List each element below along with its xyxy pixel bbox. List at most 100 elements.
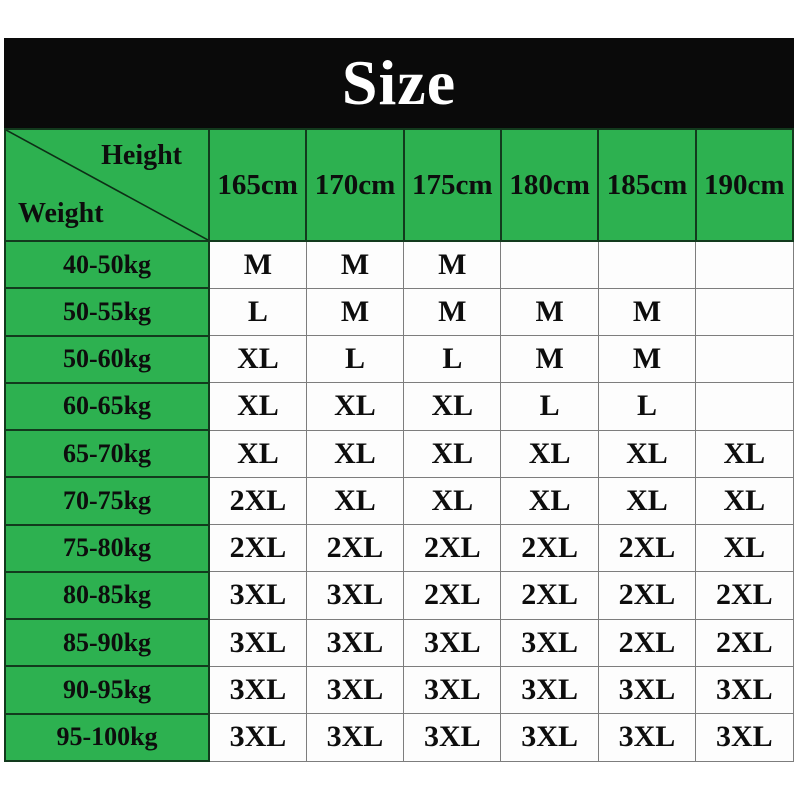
size-value-cell: XL bbox=[208, 382, 307, 431]
size-value-cell bbox=[695, 287, 794, 337]
size-table: Height Weight 165cm 170cm 175cm 180cm 18… bbox=[4, 128, 795, 763]
size-value-cell: M bbox=[305, 240, 405, 289]
table-row: 90-95kg 3XL 3XL 3XL 3XL 3XL 3XL bbox=[4, 665, 794, 715]
height-column-header: 175cm bbox=[402, 128, 502, 242]
table-body: 40-50kg M M M 50-55kg L M M M M 50-60kg XL L L M M 60-65… bbox=[4, 239, 794, 763]
size-value-cell: 2XL bbox=[403, 571, 502, 620]
size-value-cell: L bbox=[597, 382, 697, 431]
table-row: 40-50kg M M M bbox=[4, 239, 794, 290]
size-value-cell: 3XL bbox=[500, 618, 599, 667]
size-value-cell: 2XL bbox=[403, 524, 502, 573]
size-value-cell: XL bbox=[208, 335, 307, 384]
size-value-cell: L bbox=[208, 287, 307, 337]
size-value-cell: 3XL bbox=[305, 618, 405, 667]
weight-range-cell: 40-50kg bbox=[4, 239, 210, 290]
size-value-cell: 2XL bbox=[208, 524, 307, 573]
size-value-cell: XL bbox=[500, 476, 599, 526]
weight-range-cell: 80-85kg bbox=[4, 570, 210, 621]
size-value-cell: XL bbox=[305, 429, 405, 478]
height-column-header: 190cm bbox=[694, 128, 795, 242]
table-row: 50-60kg XL L L M M bbox=[4, 334, 794, 384]
weight-range-cell: 90-95kg bbox=[4, 665, 210, 715]
page-title: Size bbox=[341, 47, 457, 118]
size-value-cell: 3XL bbox=[500, 713, 599, 762]
size-value-cell: 2XL bbox=[695, 571, 794, 620]
size-value-cell: XL bbox=[597, 476, 697, 526]
size-value-cell: 3XL bbox=[403, 665, 502, 715]
weight-range-cell: 65-70kg bbox=[4, 429, 210, 479]
size-value-cell: 2XL bbox=[500, 571, 599, 620]
size-value-cell: 3XL bbox=[403, 618, 502, 667]
size-value-cell: L bbox=[403, 335, 502, 384]
weight-axis-label: Weight bbox=[18, 198, 104, 229]
size-value-cell: XL bbox=[403, 429, 502, 478]
weight-range-cell: 95-100kg bbox=[4, 712, 210, 763]
table-row: 60-65kg XL XL XL L L bbox=[4, 381, 794, 432]
size-value-cell: M bbox=[500, 335, 599, 384]
size-value-cell: 3XL bbox=[208, 665, 307, 715]
weight-range-cell: 85-90kg bbox=[4, 618, 210, 668]
weight-range-cell: 60-65kg bbox=[4, 381, 210, 432]
weight-range-cell: 75-80kg bbox=[4, 523, 210, 573]
size-value-cell: XL bbox=[695, 524, 794, 573]
height-column-header: 180cm bbox=[499, 128, 600, 242]
size-value-cell bbox=[500, 240, 599, 289]
size-value-cell: XL bbox=[695, 429, 794, 478]
size-value-cell bbox=[695, 382, 794, 431]
size-value-cell: L bbox=[500, 382, 599, 431]
size-value-cell: M bbox=[500, 287, 599, 337]
weight-range-cell: 50-55kg bbox=[4, 287, 210, 337]
size-value-cell: XL bbox=[305, 476, 405, 526]
size-value-cell: 2XL bbox=[597, 571, 697, 620]
size-value-cell: M bbox=[597, 287, 697, 337]
table-row: 70-75kg 2XL XL XL XL XL XL bbox=[4, 476, 794, 526]
size-value-cell: M bbox=[597, 335, 697, 384]
height-column-header: 185cm bbox=[597, 128, 697, 242]
size-value-cell: 3XL bbox=[305, 665, 405, 715]
weight-range-cell: 70-75kg bbox=[4, 476, 210, 526]
size-value-cell bbox=[695, 240, 794, 289]
table-row: 65-70kg XL XL XL XL XL XL bbox=[4, 429, 794, 479]
size-value-cell: XL bbox=[500, 429, 599, 478]
size-value-cell: 3XL bbox=[208, 713, 307, 762]
height-axis-label: Height bbox=[101, 140, 182, 171]
size-value-cell: 2XL bbox=[305, 524, 405, 573]
table-row: 95-100kg 3XL 3XL 3XL 3XL 3XL 3XL bbox=[4, 712, 794, 763]
table-row: 75-80kg 2XL 2XL 2XL 2XL 2XL XL bbox=[4, 523, 794, 573]
title-bar: Size bbox=[4, 38, 794, 128]
size-value-cell bbox=[597, 240, 697, 289]
size-value-cell bbox=[695, 335, 794, 384]
size-value-cell: 3XL bbox=[500, 665, 599, 715]
size-value-cell: XL bbox=[695, 476, 794, 526]
size-value-cell: M bbox=[305, 287, 405, 337]
size-value-cell: 2XL bbox=[597, 524, 697, 573]
header-row: Height Weight 165cm 170cm 175cm 180cm 18… bbox=[4, 128, 795, 242]
size-value-cell: 3XL bbox=[305, 713, 405, 762]
size-value-cell: 3XL bbox=[208, 618, 307, 667]
height-column-header: 165cm bbox=[207, 128, 308, 242]
size-value-cell: XL bbox=[305, 382, 405, 431]
height-column-header: 170cm bbox=[305, 128, 405, 242]
size-value-cell: M bbox=[208, 240, 307, 289]
size-value-cell: 3XL bbox=[305, 571, 405, 620]
size-value-cell: 2XL bbox=[208, 476, 307, 526]
size-value-cell: 3XL bbox=[208, 571, 307, 620]
size-value-cell: 2XL bbox=[500, 524, 599, 573]
weight-range-cell: 50-60kg bbox=[4, 334, 210, 384]
size-value-cell: M bbox=[403, 287, 502, 337]
size-value-cell: XL bbox=[403, 476, 502, 526]
size-value-cell: 2XL bbox=[695, 618, 794, 667]
size-value-cell: XL bbox=[403, 382, 502, 431]
size-value-cell: 3XL bbox=[597, 713, 697, 762]
size-value-cell: XL bbox=[208, 429, 307, 478]
table-row: 50-55kg L M M M M bbox=[4, 287, 794, 337]
size-value-cell: 3XL bbox=[597, 665, 697, 715]
diagonal-divider-line bbox=[6, 130, 208, 240]
table-row: 85-90kg 3XL 3XL 3XL 3XL 2XL 2XL bbox=[4, 618, 794, 668]
size-value-cell: 2XL bbox=[597, 618, 697, 667]
table-row: 80-85kg 3XL 3XL 2XL 2XL 2XL 2XL bbox=[4, 570, 794, 621]
corner-cell: Height Weight bbox=[4, 128, 210, 242]
size-value-cell: M bbox=[403, 240, 502, 289]
size-value-cell: XL bbox=[597, 429, 697, 478]
